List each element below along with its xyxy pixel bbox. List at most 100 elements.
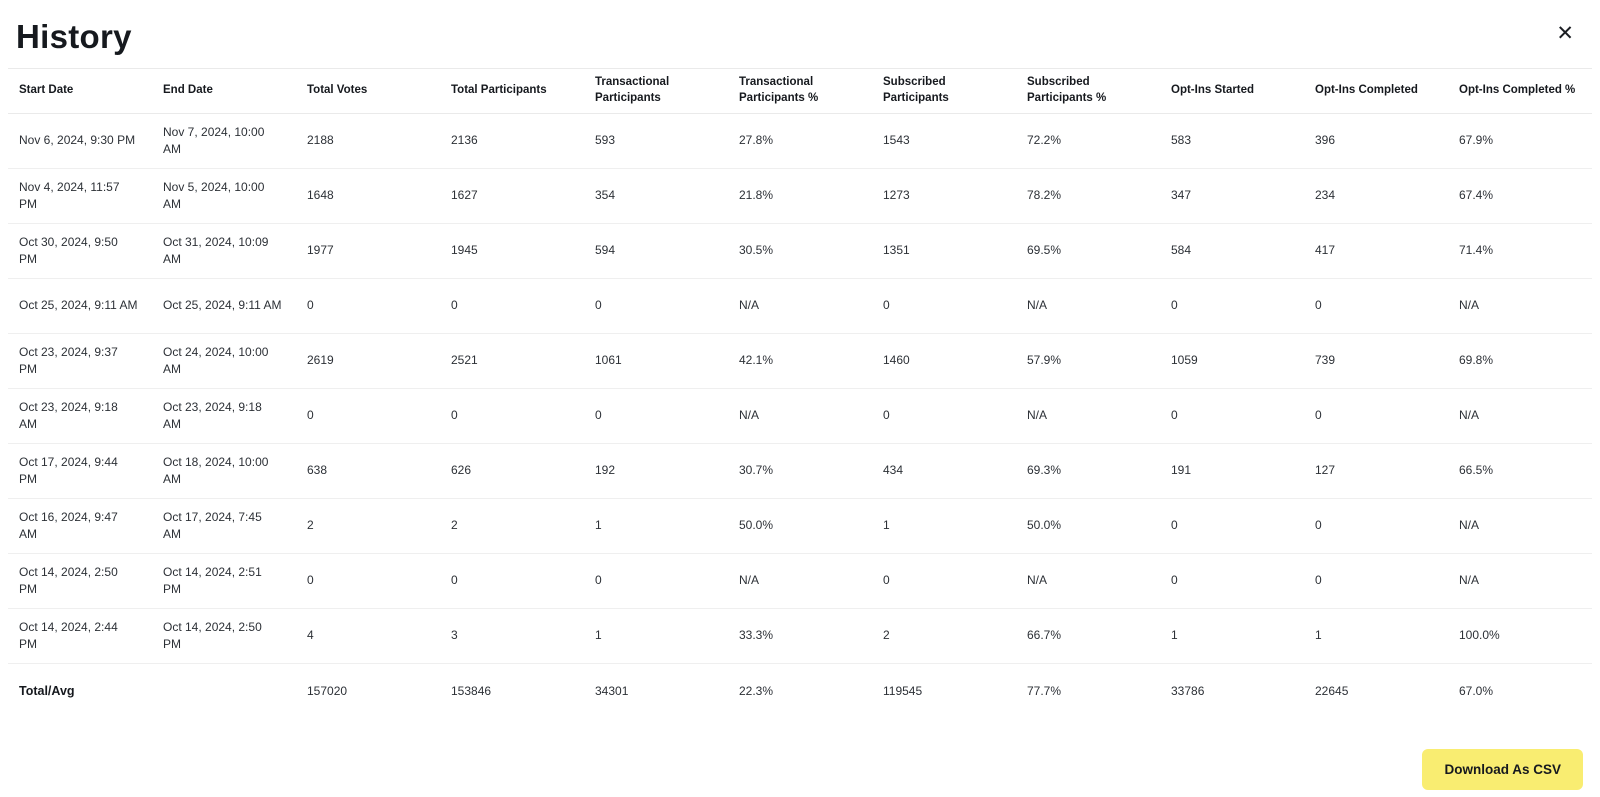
table-cell: 69.5% xyxy=(1016,223,1160,279)
table-cell: 0 xyxy=(1304,498,1448,554)
table-cell: 0 xyxy=(1304,553,1448,609)
table-cell: 72.2% xyxy=(1016,113,1160,169)
table-cell: Oct 30, 2024, 9:50 PM xyxy=(8,223,152,279)
table-cell: Oct 31, 2024, 10:09 AM xyxy=(152,223,296,279)
table-cell: N/A xyxy=(728,553,872,609)
total-row-cell: 67.0% xyxy=(1459,683,1494,698)
table-cell: 626 xyxy=(440,443,584,499)
table-body: Nov 6, 2024, 9:30 PM Nov 7, 2024, 10:00 A… xyxy=(8,113,1592,719)
column-header: Opt-Ins Completed % xyxy=(1448,68,1592,114)
table-cell: 396 xyxy=(1304,113,1448,169)
table-cell: Oct 25, 2024, 9:11 AM xyxy=(8,278,152,334)
table-cell: 594 xyxy=(584,223,728,279)
table-cell: 1 xyxy=(584,498,728,554)
table-cell: 0 xyxy=(296,278,440,334)
table-cell: 30.5% xyxy=(728,223,872,279)
table-header-row: Start Date End Date Total Votes Total Parti… xyxy=(8,68,1592,114)
table-row: Oct 23, 2024, 9:37 PM Oct 24, 2024, 10:00… xyxy=(8,333,1592,389)
table-cell: 57.9% xyxy=(1016,333,1160,389)
table-cell: 67.9% xyxy=(1448,113,1592,169)
table-row: Oct 14, 2024, 2:50 PM Oct 14, 2024, 2:51 … xyxy=(8,553,1592,609)
table-cell: Nov 4, 2024, 11:57 PM xyxy=(8,168,152,224)
table-cell: 71.4% xyxy=(1448,223,1592,279)
table-cell: 4 xyxy=(296,608,440,664)
modal-header: History ✕ xyxy=(0,0,1600,68)
table-cell: 739 xyxy=(1304,333,1448,389)
table-cell: 66.5% xyxy=(1448,443,1592,499)
column-header: Opt-Ins Completed xyxy=(1304,68,1448,114)
table-cell: 3 xyxy=(440,608,584,664)
table-cell: 1945 xyxy=(440,223,584,279)
column-header: Subscribed Participants % xyxy=(1016,68,1160,114)
table-cell: 50.0% xyxy=(1016,498,1160,554)
table-cell: 0 xyxy=(1160,278,1304,334)
table-cell: Oct 14, 2024, 2:51 PM xyxy=(152,553,296,609)
table-cell: Oct 14, 2024, 2:44 PM xyxy=(8,608,152,664)
total-row-cell: 119545 xyxy=(883,683,923,698)
table-cell: Oct 16, 2024, 9:47 AM xyxy=(8,498,152,554)
table-cell: 2619 xyxy=(296,333,440,389)
table-cell: N/A xyxy=(728,278,872,334)
total-row-label: Total/Avg xyxy=(19,684,75,699)
table-cell: 27.8% xyxy=(728,113,872,169)
table-cell: 100.0% xyxy=(1448,608,1592,664)
table-cell: 0 xyxy=(296,388,440,444)
table-row: Oct 17, 2024, 9:44 PM Oct 18, 2024, 10:00… xyxy=(8,443,1592,499)
table-row: Oct 30, 2024, 9:50 PM Oct 31, 2024, 10:09… xyxy=(8,223,1592,279)
table-header: Start Date End Date Total Votes Total Parti… xyxy=(8,68,1592,114)
table-cell: Oct 24, 2024, 10:00 AM xyxy=(152,333,296,389)
table-cell: 69.3% xyxy=(1016,443,1160,499)
download-csv-button[interactable]: Download As CSV xyxy=(1422,749,1583,790)
table-row: Oct 25, 2024, 9:11 AM Oct 25, 2024, 9:11 … xyxy=(8,278,1592,334)
total-row-cell: 77.7% xyxy=(1027,683,1062,698)
table-cell: N/A xyxy=(1448,498,1592,554)
table-cell: 1061 xyxy=(584,333,728,389)
table-cell: 2 xyxy=(872,608,1016,664)
total-row-cell: 157020 xyxy=(307,683,348,698)
table-cell: 0 xyxy=(440,553,584,609)
table-cell: 0 xyxy=(872,388,1016,444)
table-cell: 50.0% xyxy=(728,498,872,554)
table-cell: 0 xyxy=(872,278,1016,334)
table-cell: N/A xyxy=(728,388,872,444)
table-cell: 638 xyxy=(296,443,440,499)
total-row-cell: 22.3% xyxy=(739,683,774,698)
table-cell: 1 xyxy=(872,498,1016,554)
table-cell: 2 xyxy=(440,498,584,554)
table-cell: Oct 17, 2024, 9:44 PM xyxy=(8,443,152,499)
column-header: Subscribed Participants xyxy=(872,68,1016,114)
table-cell: Nov 7, 2024, 10:00 AM xyxy=(152,113,296,169)
table-cell: 1059 xyxy=(1160,333,1304,389)
table-row: Nov 6, 2024, 9:30 PM Nov 7, 2024, 10:00 A… xyxy=(8,113,1592,169)
table-total-row: Total/Avg 157020 153846 34301 22.3% 119545 77.… xyxy=(8,664,1592,719)
table-cell: N/A xyxy=(1016,553,1160,609)
table-cell: 1 xyxy=(1160,608,1304,664)
table-row: Oct 23, 2024, 9:18 AM Oct 23, 2024, 9:18 … xyxy=(8,388,1592,444)
table-cell: 0 xyxy=(584,278,728,334)
table-cell: 593 xyxy=(584,113,728,169)
table-cell: Oct 23, 2024, 9:18 AM xyxy=(8,388,152,444)
table-row: Oct 14, 2024, 2:44 PM Oct 14, 2024, 2:50 … xyxy=(8,608,1592,664)
column-header: Opt-Ins Started xyxy=(1160,68,1304,114)
table-cell: 1 xyxy=(584,608,728,664)
table-cell: Oct 17, 2024, 7:45 AM xyxy=(152,498,296,554)
table-cell: 1627 xyxy=(440,168,584,224)
table-cell: N/A xyxy=(1016,388,1160,444)
column-header: End Date xyxy=(152,68,296,114)
table-cell: 33.3% xyxy=(728,608,872,664)
table-cell: 67.4% xyxy=(1448,168,1592,224)
table-cell: Oct 14, 2024, 2:50 PM xyxy=(152,608,296,664)
table-cell: 192 xyxy=(584,443,728,499)
total-row-cell: 34301 xyxy=(595,683,629,698)
column-header: Total Votes xyxy=(296,68,440,114)
table-cell: 0 xyxy=(1304,388,1448,444)
close-icon[interactable]: ✕ xyxy=(1550,19,1580,48)
table-cell: 0 xyxy=(440,278,584,334)
total-row-cell: 153846 xyxy=(451,683,492,698)
table-cell: 0 xyxy=(296,553,440,609)
table-cell: 0 xyxy=(1160,498,1304,554)
table-cell: N/A xyxy=(1016,278,1160,334)
column-header: Transactional Participants % xyxy=(728,68,872,114)
table-cell: 0 xyxy=(1160,553,1304,609)
table-cell: 0 xyxy=(584,388,728,444)
